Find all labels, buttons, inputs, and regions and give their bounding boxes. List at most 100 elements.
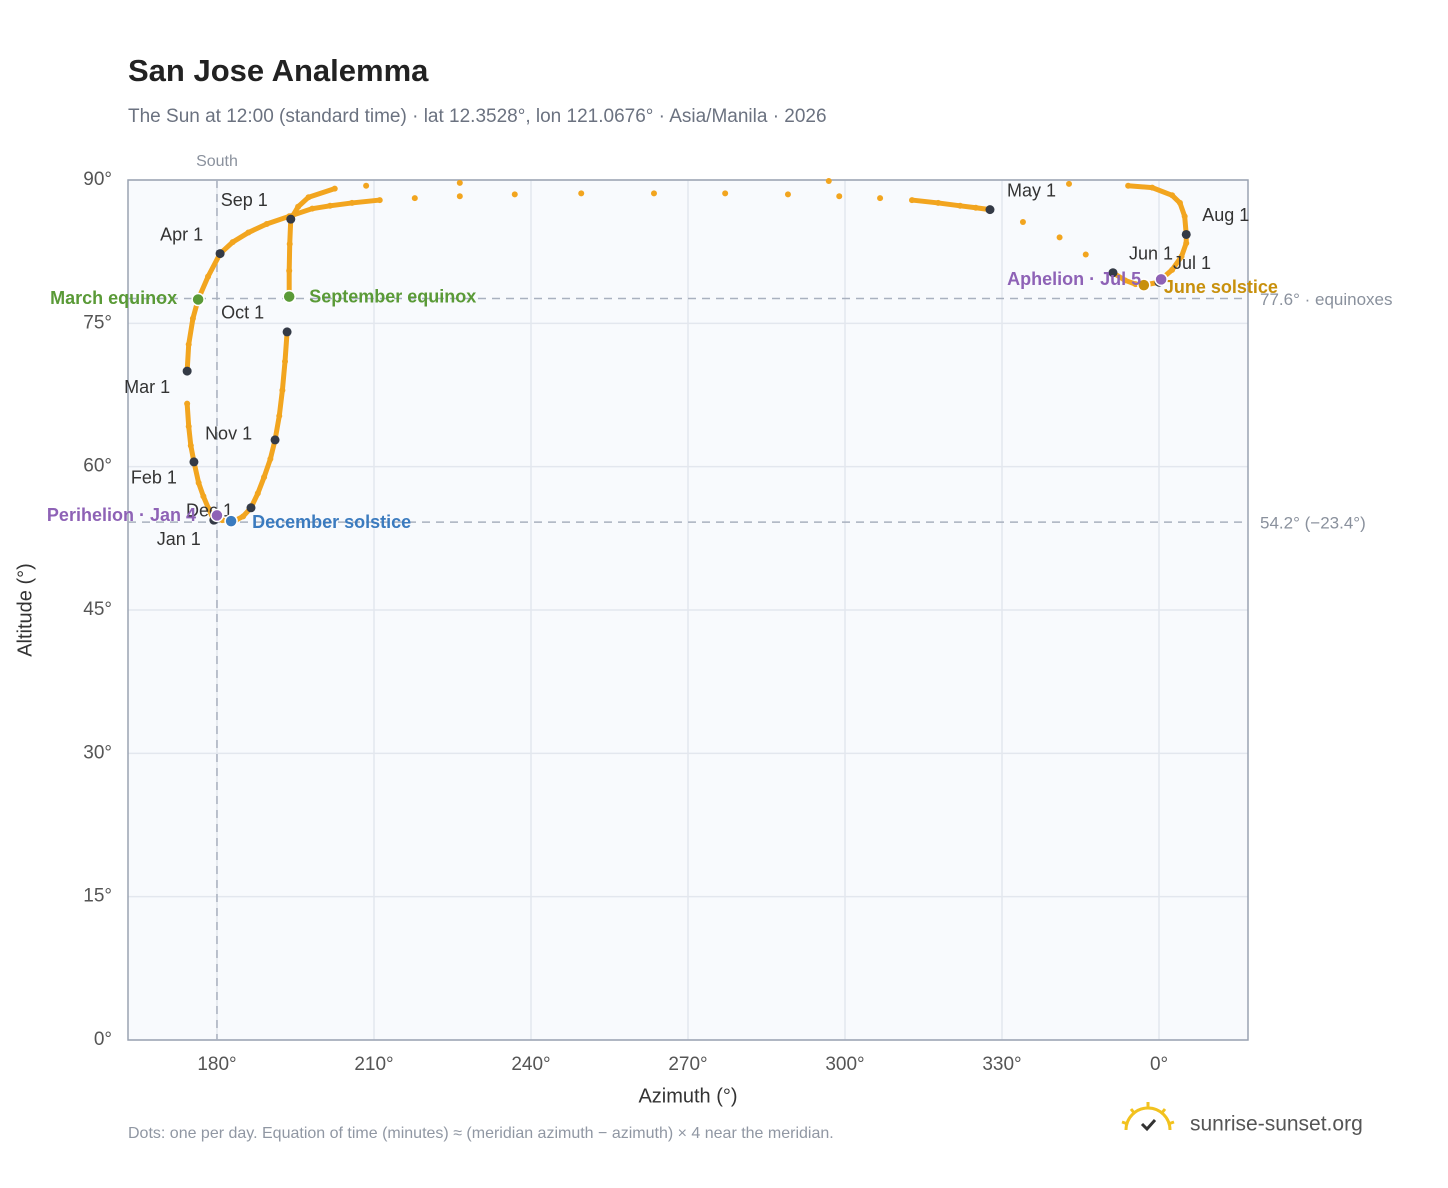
event-label: Aphelion · Jul 5: [1007, 269, 1141, 289]
day-dot: [245, 229, 252, 236]
event-dot: [210, 508, 224, 523]
day-dot: [279, 387, 286, 394]
y-tick-label: 0°: [94, 1029, 112, 1050]
x-tick-label: 0°: [1150, 1054, 1168, 1075]
event-dot: [1137, 278, 1151, 292]
day-dot: [240, 513, 247, 520]
x-tick-label: 330°: [982, 1054, 1021, 1075]
day-dot: [184, 400, 191, 407]
month-label: Oct 1: [221, 303, 264, 323]
event-dot: [282, 289, 296, 304]
x-tick-label: 210°: [354, 1054, 393, 1075]
month-dot: [1181, 229, 1191, 239]
event-dot: [191, 292, 205, 307]
day-dot: [1183, 240, 1190, 247]
day-dot: [205, 273, 212, 280]
event-dot: [1154, 272, 1168, 287]
x-tick-label: 240°: [511, 1054, 550, 1075]
day-dot: [185, 341, 192, 348]
month-label: Apr 1: [160, 224, 203, 244]
event-label: June solstice: [1164, 277, 1278, 297]
day-dot: [784, 191, 791, 198]
analemma-line: [184, 197, 383, 374]
month-dot: [182, 366, 192, 376]
month-label: Nov 1: [205, 424, 252, 444]
y-tick-label: 75°: [83, 312, 112, 333]
day-dot: [456, 179, 463, 186]
month-label: Mar 1: [124, 377, 170, 397]
day-dot: [331, 185, 338, 192]
day-dot: [1122, 277, 1129, 284]
footnote: Dots: one per day. Equation of time (min…: [128, 1125, 834, 1142]
month-dot: [286, 214, 296, 224]
y-axis-label: Altitude (°): [14, 563, 36, 657]
day-dot: [327, 202, 334, 209]
day-dot: [578, 190, 585, 197]
month-dot: [1108, 268, 1118, 278]
month-label: Jun 1: [1129, 243, 1173, 263]
day-dot: [836, 193, 843, 200]
chart-subtitle: The Sun at 12:00 (standard time) · lat 1…: [128, 106, 827, 127]
day-dot: [1169, 192, 1176, 199]
event-label: Perihelion · Jan 4: [47, 505, 196, 525]
reference-label: South: [196, 153, 238, 170]
day-dot: [189, 315, 196, 322]
day-dot: [349, 199, 355, 206]
month-label: Aug 1: [1202, 205, 1249, 225]
day-dot: [1019, 219, 1026, 226]
day-dot: [187, 442, 194, 449]
day-dot: [1176, 199, 1183, 206]
day-dot: [286, 267, 293, 274]
y-tick-label: 45°: [83, 599, 112, 620]
day-dot: [650, 190, 657, 197]
day-dot: [185, 423, 192, 430]
day-dot: [376, 197, 383, 204]
day-dot: [825, 177, 832, 184]
month-label: May 1: [1007, 180, 1056, 200]
day-dot: [309, 205, 316, 212]
x-tick-label: 300°: [825, 1054, 864, 1075]
day-dot: [1169, 266, 1176, 273]
y-tick-label: 15°: [83, 886, 112, 907]
day-dot: [877, 195, 884, 202]
day-dot: [1178, 253, 1185, 260]
day-dot: [276, 413, 283, 420]
y-tick-label: 60°: [83, 456, 112, 477]
x-tick-label: 180°: [197, 1054, 236, 1075]
day-dot: [205, 505, 212, 512]
day-dot: [722, 190, 729, 197]
event-label: September equinox: [309, 286, 476, 306]
event-label: December solstice: [252, 512, 411, 532]
day-dot: [957, 202, 964, 209]
day-dot: [261, 474, 268, 481]
month-dot: [282, 327, 292, 337]
chart-title: San Jose Analemma: [128, 53, 429, 88]
day-dot: [229, 239, 236, 246]
day-dot: [200, 493, 207, 500]
day-dot: [1149, 184, 1156, 191]
y-tick-label: 90°: [83, 169, 112, 190]
day-dot: [1132, 281, 1139, 288]
month-label: Feb 1: [131, 468, 177, 488]
day-dot: [295, 203, 302, 210]
day-dot: [195, 479, 202, 486]
day-dot: [282, 358, 289, 365]
brand-name: sunrise-sunset.org: [1190, 1113, 1363, 1136]
month-label: Jan 1: [157, 529, 201, 549]
day-dot: [1125, 182, 1132, 189]
day-dot: [363, 182, 370, 189]
month-label: Jul 1: [1173, 253, 1211, 273]
y-tick-label: 30°: [83, 742, 112, 763]
day-dot: [909, 197, 915, 204]
reference-label: 77.6° · equinoxes: [1260, 290, 1393, 309]
day-dot: [305, 194, 312, 201]
month-dot: [270, 435, 280, 445]
day-dot: [1066, 180, 1073, 187]
day-dot: [286, 241, 293, 248]
x-tick-label: 270°: [668, 1054, 707, 1075]
day-dot: [972, 204, 979, 211]
day-dot: [511, 191, 518, 198]
day-dot: [411, 195, 418, 202]
